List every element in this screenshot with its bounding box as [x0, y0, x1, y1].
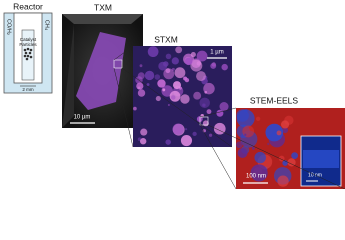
reactor-title: Reactor	[13, 1, 43, 11]
particle	[216, 109, 224, 117]
particle	[244, 133, 247, 136]
sample	[76, 32, 126, 110]
scale-label: 2 mm	[22, 87, 34, 92]
inset-layer	[303, 150, 339, 168]
particle	[199, 97, 210, 109]
particle	[170, 95, 176, 100]
particle	[190, 52, 196, 58]
particle	[180, 94, 190, 104]
particle	[139, 64, 143, 68]
panel-title: STXM	[154, 34, 178, 44]
particle	[137, 89, 146, 97]
particle	[190, 59, 203, 72]
particle	[287, 158, 296, 167]
particle	[180, 134, 193, 147]
particle	[236, 109, 255, 128]
reactor: Reactor CO/H₂ CH₄ Catalyst Particles 2 m…	[3, 1, 53, 94]
particle	[193, 91, 202, 100]
particle	[154, 74, 161, 80]
particle	[282, 127, 289, 134]
particle	[165, 53, 172, 60]
particle	[174, 67, 186, 79]
particle	[165, 139, 171, 145]
particle	[157, 79, 166, 88]
particle	[276, 130, 282, 136]
eels-panel: STEM-EELS 10 nm 100 nm	[236, 95, 345, 189]
txm-panel: TXM 10 µm	[62, 2, 143, 128]
zoom-box	[113, 59, 123, 69]
panel-title: STEM-EELS	[250, 95, 299, 105]
particle	[140, 128, 148, 136]
particle	[144, 70, 155, 81]
particle	[155, 96, 161, 102]
particle	[221, 63, 228, 71]
particle	[192, 131, 197, 137]
particle	[172, 81, 182, 90]
particle	[183, 76, 188, 81]
particle	[172, 123, 184, 135]
catalyst-bed	[23, 47, 33, 61]
particle	[206, 109, 212, 115]
particle	[146, 83, 150, 86]
connectors	[113, 45, 345, 189]
scale-label: 10 nm	[308, 172, 322, 178]
particle	[167, 103, 170, 107]
particle	[254, 151, 266, 164]
particle	[175, 46, 183, 54]
particle	[277, 175, 289, 187]
particle	[171, 57, 179, 65]
particle	[139, 138, 147, 145]
particle	[136, 82, 144, 90]
inlet-label: CO/H₂	[6, 19, 12, 35]
zoom-box	[199, 116, 209, 126]
particle	[265, 123, 284, 142]
catalyst-label: Particles	[19, 42, 37, 47]
particle	[147, 46, 159, 58]
particle	[237, 148, 248, 158]
scale-label: 10 µm	[74, 115, 91, 121]
particle	[267, 142, 270, 146]
particle	[203, 82, 215, 95]
particle	[161, 85, 173, 97]
particle	[137, 72, 145, 80]
panel-title: TXM	[94, 2, 112, 12]
particle	[162, 88, 166, 92]
outlet-label: CH₄	[44, 20, 50, 31]
particle	[184, 128, 188, 131]
particle	[251, 146, 255, 150]
particle	[184, 57, 193, 66]
catalyst-label: Catalyst	[20, 37, 37, 42]
particle	[242, 125, 255, 138]
particle	[163, 68, 175, 80]
figure: Reactor CO/H₂ CH₄ Catalyst Particles 2 m…	[3, 1, 345, 189]
particle	[208, 133, 213, 137]
particle	[280, 120, 290, 129]
scale-label: 100 nm	[246, 174, 266, 180]
particles	[236, 108, 299, 187]
particle	[250, 164, 268, 182]
particle	[162, 61, 169, 67]
particle	[236, 141, 243, 149]
particle	[133, 106, 137, 111]
particles	[133, 46, 229, 147]
stxm-panel: STXM 1 µm	[133, 34, 232, 147]
particle	[210, 62, 217, 69]
scale-label: 1 µm	[210, 50, 223, 56]
particle	[255, 116, 261, 121]
particle	[219, 101, 229, 112]
box-face	[62, 24, 74, 128]
particle	[196, 71, 206, 82]
box-face	[62, 14, 143, 24]
particle	[291, 152, 299, 159]
particle	[196, 50, 208, 62]
